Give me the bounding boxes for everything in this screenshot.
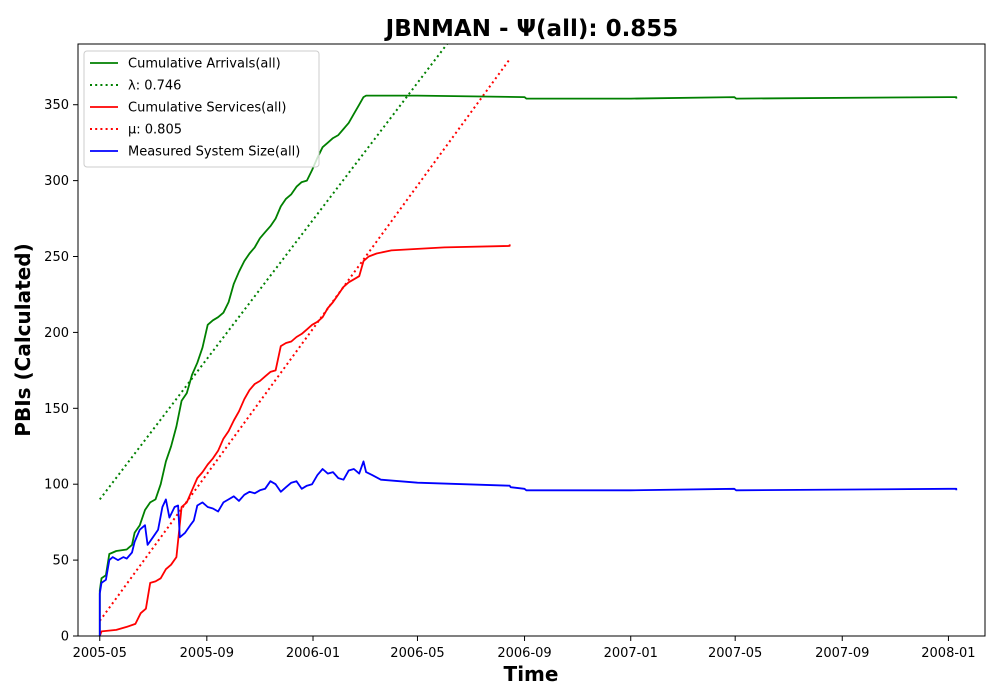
legend-label: μ: 0.805 bbox=[128, 123, 182, 138]
legend-label: λ: 0.746 bbox=[128, 79, 181, 94]
x-tick-label: 2005-09 bbox=[180, 646, 234, 661]
y-axis-label: PBIs (Calculated) bbox=[11, 243, 35, 436]
series-line-1 bbox=[99, 44, 448, 501]
y-tick-label: 200 bbox=[44, 326, 69, 341]
x-tick-label: 2007-01 bbox=[604, 646, 658, 661]
series-line-4 bbox=[98, 460, 958, 636]
x-tick-label: 2007-09 bbox=[815, 646, 869, 661]
legend-label: Cumulative Arrivals(all) bbox=[128, 57, 281, 72]
legend-label: Measured System Size(all) bbox=[128, 145, 300, 160]
chart-title: JBNMAN - Ψ(all): 0.855 bbox=[384, 16, 679, 42]
series-line-2 bbox=[98, 244, 511, 636]
y-tick-label: 50 bbox=[52, 554, 69, 569]
x-axis-ticks: 2005-05 2005-09 2006-01 2006-05 2006-09 2007-… bbox=[73, 636, 976, 661]
x-tick-label: 2007-05 bbox=[708, 646, 762, 661]
x-tick-label: 2006-05 bbox=[390, 646, 444, 661]
x-tick-label: 2008-01 bbox=[921, 646, 975, 661]
plot-frame bbox=[77, 43, 986, 637]
y-tick-label: 350 bbox=[44, 98, 69, 113]
series-line-0 bbox=[98, 94, 958, 636]
x-tick-label: 2006-09 bbox=[497, 646, 551, 661]
legend: Cumulative Arrivals(all) λ: 0.746 Cumulati… bbox=[83, 50, 320, 168]
legend-box bbox=[83, 50, 320, 168]
y-tick-label: 250 bbox=[44, 250, 69, 265]
x-tick-label: 2006-01 bbox=[286, 646, 340, 661]
x-tick-label: 2005-05 bbox=[73, 646, 127, 661]
x-axis-label: Time bbox=[504, 662, 559, 686]
y-tick-label: 300 bbox=[44, 174, 69, 189]
y-tick-label: 0 bbox=[61, 630, 69, 645]
series-line-3 bbox=[98, 58, 511, 622]
legend-label: Cumulative Services(all) bbox=[128, 101, 286, 116]
y-axis-ticks: 0 50 100 150 200 250 300 350 bbox=[44, 98, 78, 645]
y-tick-label: 150 bbox=[44, 402, 69, 417]
y-tick-label: 100 bbox=[44, 478, 69, 493]
series-layer bbox=[98, 44, 958, 636]
